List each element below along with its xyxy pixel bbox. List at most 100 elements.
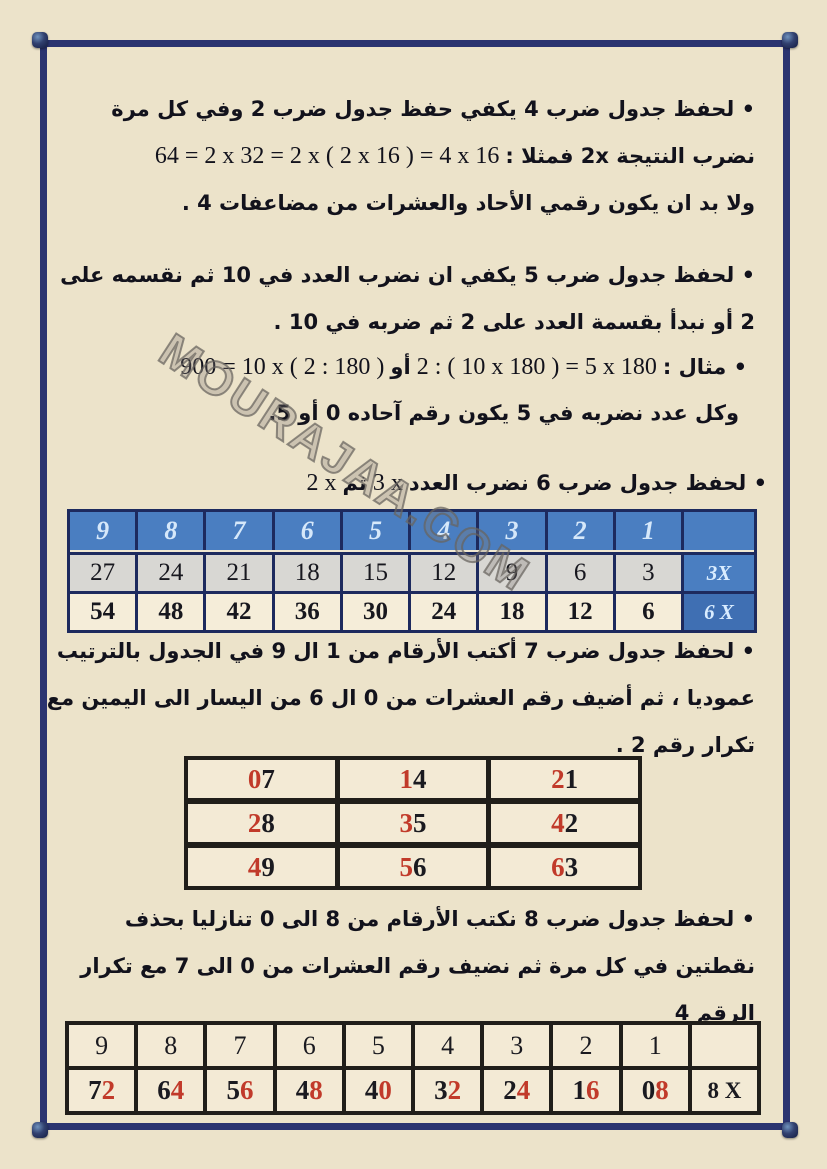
corner-pin-icon: [32, 1122, 48, 1138]
value-cell: 21: [206, 555, 272, 591]
black-digit: 6: [412, 851, 427, 882]
header-cell: 9: [70, 512, 136, 550]
text-line: • مثال :2 : ( 10 x 180 ) = 5 x 180أو900 …: [174, 344, 747, 391]
text-segment: 2 : ( 10 x 180 ) = 5 x 180: [416, 354, 657, 380]
black-digit: 5: [226, 1075, 240, 1105]
red-digit: 4: [170, 1075, 185, 1105]
value-cell: 4: [414, 1025, 481, 1066]
header-cell: [683, 512, 754, 550]
text-line: نقطتين في كل مرة ثم نضيف رقم العشرات من …: [80, 943, 755, 990]
black-digit: 7: [88, 1075, 102, 1105]
red-digit: 4: [551, 807, 565, 838]
value-cell: 24: [138, 555, 204, 591]
paragraph-mul5: • لحفظ جدول ضرب 5 يكفي ان نضرب العدد في …: [60, 252, 755, 346]
text-line: عموديا ، ثم أضيف رقم العشرات من 0 ال 6 م…: [47, 675, 755, 722]
black-digit: 0: [641, 1075, 656, 1105]
black-digit: 4: [295, 1075, 310, 1105]
black-digit: 1: [572, 1075, 586, 1105]
header-cell: 5: [342, 512, 409, 550]
red-digit: 2: [247, 807, 262, 838]
red-digit: 8: [655, 1075, 669, 1105]
row-label-cell: 6 X: [683, 594, 754, 630]
red-digit: 4: [516, 1075, 531, 1105]
header-cell: 2: [547, 512, 613, 550]
header-cell: 4: [411, 512, 477, 550]
text-segment: • لحفظ جدول ضرب 4 يكفي حفظ جدول ضرب 2 وف…: [111, 97, 755, 121]
value-cell: 8: [138, 1025, 204, 1066]
table-3x-6x-body: 27 24 21 18 15 12 9 6 3 3X 54 48 42 36 30 24 18 12 6 6 X: [70, 552, 754, 630]
value-cell: 6: [547, 555, 613, 591]
value-cell: 27: [70, 555, 136, 591]
text-segment: وكل عدد نضربه في 5 يكون رقم آحاده 0 أو 5…: [268, 401, 739, 425]
paragraph-example5: • مثال :2 : ( 10 x 180 ) = 5 x 180أو900 …: [174, 344, 747, 391]
black-digit: 5: [412, 807, 427, 838]
corner-pin-icon: [782, 1122, 798, 1138]
black-digit: 7: [261, 763, 275, 794]
text-segment: • لحفظ جدول ضرب 5 يكفي ان نضرب العدد في …: [60, 263, 755, 287]
corner-pin-icon: [782, 32, 798, 48]
text-segment: • لحفظ جدول ضرب 6 نضرب العدد: [408, 471, 767, 495]
value-cell: 2: [553, 1025, 619, 1066]
text-line: • لحفظ جدول ضرب 6 نضرب العدد3 xثم2 x: [301, 460, 768, 507]
header-cell: 1: [615, 512, 681, 550]
value-cell: [691, 1025, 757, 1066]
text-segment: 900 = 10 x ( 2 : 180 ): [180, 354, 385, 380]
red-digit: 5: [399, 851, 413, 882]
black-digit: 2: [564, 807, 579, 838]
black-digit: 3: [564, 851, 579, 882]
black-digit: 9: [261, 851, 275, 882]
header-cell: 7: [206, 512, 272, 550]
red-digit: 6: [239, 1075, 254, 1105]
header-cell: 6: [274, 512, 340, 550]
value-cell: 6: [615, 594, 681, 630]
text-segment: تكرار رقم 2 .: [615, 733, 755, 757]
text-segment: نضرب النتيجة 2x فمثلا :: [505, 144, 755, 168]
value-cell: 1: [622, 1025, 688, 1066]
corner-pin-icon: [32, 32, 48, 48]
text-segment: • لحفظ جدول ضرب 7 أكتب الأرقام من 1 ال 9…: [56, 639, 755, 663]
text-segment: 2 أو نبدأ بقسمة العدد على 2 ثم ضربه في 1…: [273, 310, 755, 334]
value-cell: 42: [206, 594, 272, 630]
text-segment: عموديا ، ثم أضيف رقم العشرات من 0 ال 6 م…: [46, 686, 755, 710]
red-digit: 8: [309, 1075, 323, 1105]
red-digit: 2: [551, 763, 565, 794]
header-cell: 3: [479, 512, 545, 550]
value-cell: 12: [547, 594, 613, 630]
black-digit: 8: [261, 807, 275, 838]
value-cell: 48: [138, 594, 204, 630]
paragraph-note5: وكل عدد نضربه في 5 يكون رقم آحاده 0 أو 5…: [268, 390, 739, 437]
text-segment: ولا بد ان يكون رقمي الأحاد والعشرات من م…: [181, 191, 755, 215]
row-label-cell: 8 X: [691, 1070, 757, 1111]
text-line: ولا بد ان يكون رقمي الأحاد والعشرات من م…: [111, 180, 755, 227]
text-segment: • لحفظ جدول ضرب 8 نكتب الأرقام من 8 الى …: [124, 907, 755, 931]
black-digit: 3: [434, 1075, 448, 1105]
value-cell: 9: [479, 555, 545, 591]
paragraph-mul8: • لحفظ جدول ضرب 8 نكتب الأرقام من 8 الى …: [80, 896, 755, 1037]
black-digit: 2: [503, 1075, 517, 1105]
text-segment: 2 x: [306, 470, 337, 496]
row-label-cell: 3X: [683, 555, 754, 591]
value-cell: 3: [484, 1025, 550, 1066]
red-digit: 3: [399, 807, 413, 838]
text-line: 2 أو نبدأ بقسمة العدد على 2 ثم ضربه في 1…: [60, 299, 755, 346]
paragraph-mul4: • لحفظ جدول ضرب 4 يكفي حفظ جدول ضرب 2 وف…: [111, 86, 755, 227]
red-digit: 6: [551, 851, 565, 882]
text-segment: 64 = 2 x 32 = 2 x ( 2 x 16 ) = 4 x 16: [154, 143, 500, 169]
red-digit: 0: [247, 763, 262, 794]
red-digit: 0: [378, 1075, 392, 1105]
black-digit: 4: [412, 763, 427, 794]
